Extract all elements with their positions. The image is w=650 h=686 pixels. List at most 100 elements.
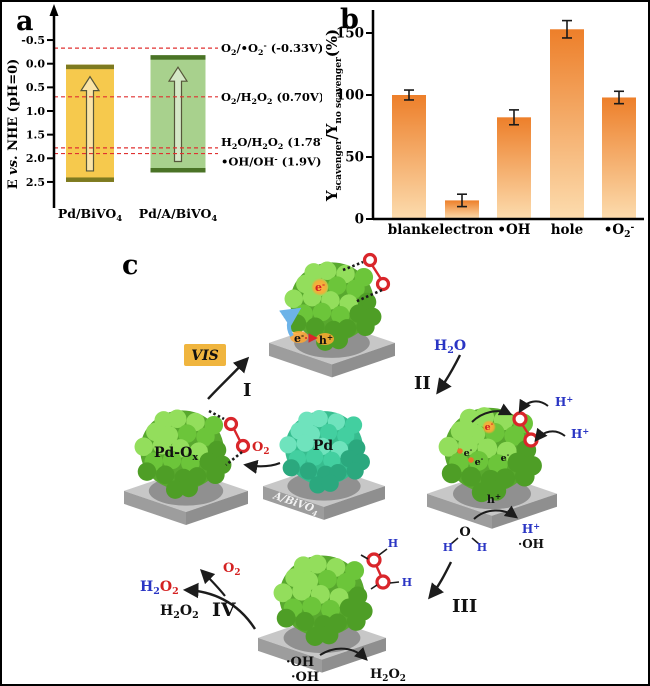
electron-to-oxygen-arrow: [471, 403, 513, 423]
nanoparticle-sphere: [177, 424, 197, 443]
panel-a-band-diagram: Pd/BiVO4​ Pd/A/BiVO4​ O2/•O2- (-0.33V) O2/H…: [6, 4, 322, 224]
water-hydrogen-label: H: [443, 541, 453, 554]
adsorption-bond-dashed: [225, 450, 243, 467]
proton-to-oxygen-arrow: [518, 398, 549, 414]
nanoparticle-sphere: [310, 409, 328, 428]
annotation-overlay: e-​ e-​ h+​ VIS I H2O II e-​: [140, 252, 589, 684]
step4-arrow: [182, 582, 257, 630]
o-h-bond: [378, 548, 388, 556]
oxygen-atom-icon: [223, 416, 239, 432]
panel-a-dynamic: Pd/BiVO4​ Pd/A/BiVO4​ O2/•O2- (-0.33V) O2/H…: [21, 4, 322, 224]
nanoparticle-sphere: [166, 480, 185, 499]
pd-ox-label: Pd-Ox​: [154, 445, 198, 463]
support-base-front: [124, 490, 186, 525]
support-base-front: [258, 637, 322, 673]
nanoparticle-sphere: [471, 482, 492, 503]
category-label: blank: [388, 222, 431, 238]
support-base-side: [332, 342, 395, 378]
nanoparticle-sphere: [319, 625, 339, 645]
h2o2-forming-particle: [258, 554, 386, 673]
category-label: Pd/BiVO4​: [58, 206, 122, 224]
hydroxyl-radical-label: ·OH: [291, 670, 319, 684]
o-h-bond: [389, 581, 400, 584]
scavenger-bar: [445, 200, 479, 219]
hydroxyl-radical-label: ·OH: [518, 537, 544, 551]
nanoparticle-sphere: [295, 611, 315, 631]
proton-to-oxygen-arrow: [534, 427, 566, 443]
oxygen-atom-icon: [523, 432, 539, 448]
nanoparticle-sphere: [306, 317, 325, 337]
redox-potential-label: O2/H2O2 (0.70V): [221, 90, 322, 106]
step1-arrow: [207, 356, 250, 400]
nanoparticle-sphere: [329, 330, 349, 350]
water-reactant-label: H2O: [434, 338, 466, 356]
y-tick-label: 1.0: [26, 105, 45, 118]
o2-adsorption-arrow: [243, 459, 281, 474]
nanoparticle-sphere: [134, 437, 153, 457]
support-base-front: [269, 342, 332, 378]
band-edge-cap: [150, 55, 206, 60]
oxygen-atom-icon: [512, 411, 528, 427]
o-h-bond: [450, 537, 459, 545]
hole-glow: [316, 333, 334, 345]
category-label: hole: [551, 222, 584, 238]
oxygen-atom-icon: [375, 574, 391, 590]
electron-glow: [290, 331, 308, 343]
support-base-side: [186, 490, 248, 525]
nanoparticle-sphere: [162, 450, 182, 470]
y-tick-label: 1.5: [26, 128, 45, 141]
nanoparticle-sphere: [167, 409, 187, 429]
category-label: •O2-​: [604, 222, 635, 240]
scavenger-bar: [497, 117, 531, 219]
step3-label: III: [452, 596, 477, 617]
nanoparticle-sphere: [296, 434, 314, 452]
bandgap-arrow: [79, 75, 101, 172]
o-h-bond: [471, 537, 480, 545]
nanoparticle-sphere: [468, 451, 489, 471]
redox-potential-label: •OH/OH- (1.9V): [221, 155, 321, 169]
pd-label: Pd: [313, 438, 334, 454]
hydrogen-label: H: [388, 537, 398, 550]
vis-label: VIS: [191, 348, 219, 364]
nanoparticle-sphere: [292, 581, 312, 601]
oxygen-atom-icon: [362, 252, 378, 268]
nanoparticle-sphere: [441, 463, 462, 484]
step1-label: I: [243, 380, 251, 401]
hole-label: h+​: [319, 333, 333, 347]
o-o-bond: [374, 564, 383, 577]
y-tick-label: 0.0: [26, 58, 45, 71]
o-o-bond: [370, 264, 383, 280]
nanoparticle-sphere: [317, 569, 337, 589]
hydroxyl-radical-label: ·OH: [286, 655, 314, 670]
panel-a-label: a: [16, 6, 34, 37]
oxygen-atom-icon: [366, 552, 382, 568]
step4-label: IV: [212, 599, 237, 621]
electron-label: e-​: [475, 455, 484, 468]
category-label: electron: [431, 222, 494, 238]
nanoparticle-scenes: [124, 261, 557, 673]
nanoparticle-sphere: [312, 302, 332, 322]
step3-arrow: [428, 561, 453, 600]
o-o-bond: [520, 423, 531, 436]
nanoparticle-sphere: [319, 423, 338, 442]
nanoparticle-sphere: [179, 478, 198, 498]
nanoparticle-sphere: [305, 627, 325, 646]
band-edge-cap: [66, 64, 114, 70]
electron-label: e-​: [315, 280, 325, 294]
nanoparticle-sphere: [486, 480, 507, 501]
y-tick-label: 0: [355, 212, 364, 228]
redox-potential-label: H2O/H2O2 (1.78V): [221, 135, 322, 151]
nanoparticle-sphere: [327, 276, 347, 295]
nanoparticle-sphere: [276, 608, 296, 628]
y-tick-label: 2.5: [26, 176, 45, 189]
hole-label: h+​: [487, 492, 501, 506]
electron-label: e-​: [294, 331, 304, 345]
scavenger-bar: [392, 95, 426, 219]
electron-transfer-arrow: [279, 307, 302, 338]
nanoparticle-sphere: [307, 554, 327, 574]
step2-arrow: [436, 354, 462, 395]
nanoparticle-sphere: [196, 427, 215, 447]
electron-glow: [311, 278, 329, 296]
oxygen-atom-icon: [375, 276, 391, 292]
step2-label: II: [414, 373, 431, 394]
